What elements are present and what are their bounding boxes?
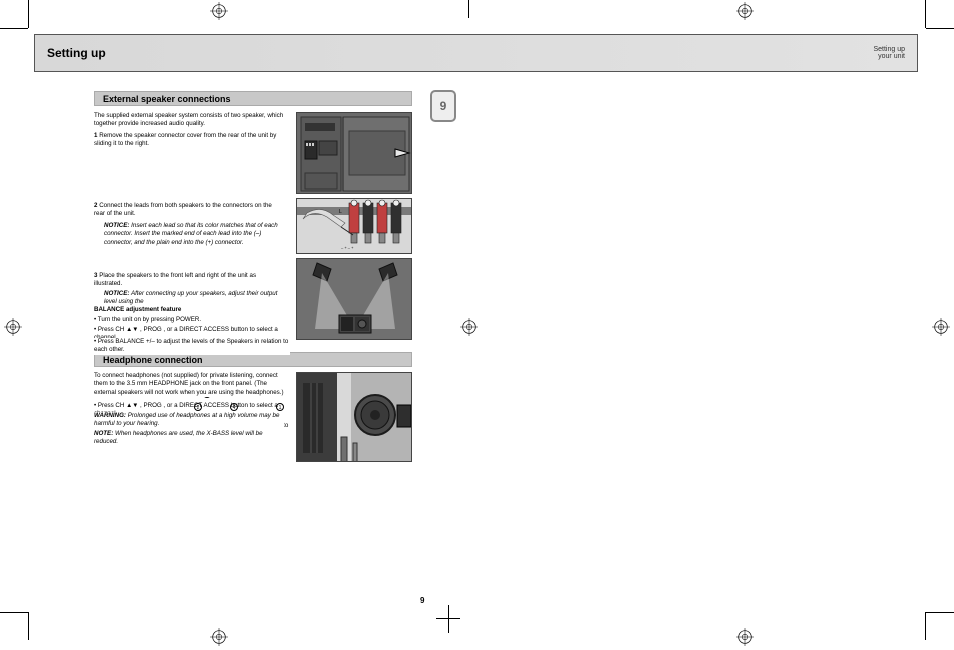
- section-heading-speakers: External speaker connections: [94, 91, 412, 106]
- step-3: 3 Place the speakers to the front left a…: [94, 272, 284, 289]
- registration-mark: [210, 628, 228, 646]
- svg-text:L: L: [339, 209, 342, 215]
- svg-text:– + – +: – + – +: [341, 245, 354, 250]
- crop-mark: [28, 0, 29, 28]
- crop-mark: [436, 618, 460, 619]
- crop-mark: [926, 28, 954, 29]
- section1-intro: The supplied external speaker system con…: [94, 112, 284, 129]
- registration-mark: [460, 318, 478, 336]
- page-number: 9: [420, 596, 424, 605]
- crop-mark: [926, 612, 954, 613]
- balance-item-1: • Turn the unit on by pressing POWER.: [94, 316, 284, 324]
- illustration-speaker-placement: [296, 258, 412, 340]
- step-1: 1 Remove the speaker connector cover fro…: [94, 132, 284, 149]
- illustration-headphone-jack: [296, 372, 412, 462]
- page-subtitle: Setting up your unit: [873, 46, 905, 60]
- registration-mark: [932, 318, 950, 336]
- page-tab: 9: [430, 90, 456, 122]
- crop-mark: [0, 28, 28, 29]
- crop-mark: [28, 612, 29, 640]
- page-header-bar: Setting up Setting up your unit: [34, 34, 918, 72]
- crop-mark: [448, 605, 449, 633]
- page-title: Setting up: [47, 46, 106, 60]
- registration-mark: [210, 2, 228, 20]
- registration-mark: [736, 628, 754, 646]
- notice-2: NOTICE: After connecting up your speaker…: [104, 290, 284, 307]
- crop-mark: [925, 0, 926, 28]
- registration-mark: [736, 2, 754, 20]
- crop-mark: [468, 0, 469, 18]
- balance-title-2: BALANCE adjustment feature: [94, 306, 284, 314]
- crop-mark: [0, 612, 28, 613]
- illustration-connectors: L – + – +: [296, 198, 412, 254]
- registration-mark: [4, 318, 22, 336]
- illustration-rear-panel: [296, 112, 412, 194]
- step-2: 2 Connect the leads from both speakers t…: [94, 202, 284, 219]
- balance-item-3: • Press BALANCE +/– to adjust the levels…: [94, 338, 290, 355]
- notice-1: NOTICE: Insert each lead so that its col…: [104, 222, 284, 247]
- crop-mark: [925, 612, 926, 640]
